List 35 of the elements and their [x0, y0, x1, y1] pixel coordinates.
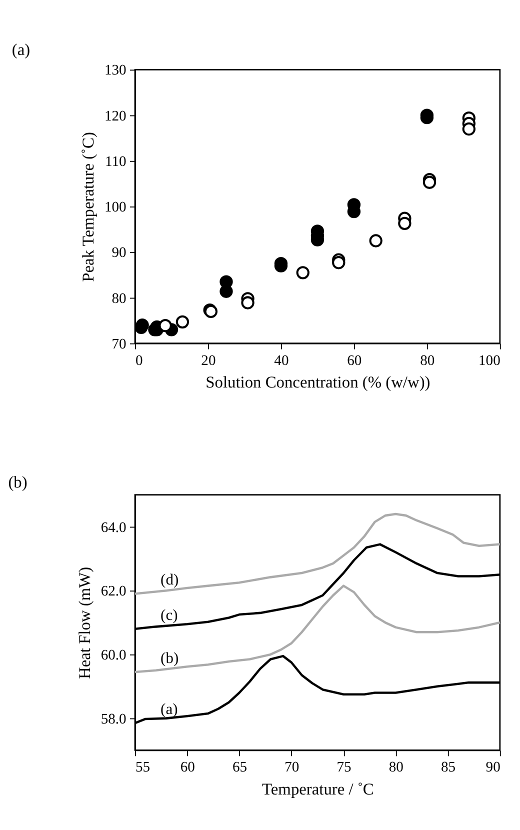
x-axis-title: Temperature / ˚C: [262, 779, 374, 798]
x-axis-title: Solution Concentration (% (w/w)): [206, 372, 430, 392]
x-tick-label: 70: [284, 760, 300, 776]
y-tick-label: 62.0: [100, 584, 126, 600]
chart-title: (b): [8, 472, 28, 492]
x-tick-label: 40: [274, 352, 289, 369]
series-label: (b): [160, 650, 179, 667]
y-tick-label: 70: [112, 336, 126, 352]
y-tick-label: 64.0: [100, 520, 126, 536]
y-tick-label: 130: [104, 62, 126, 79]
x-tick-label: 85: [440, 760, 456, 776]
x-tick-label: 75: [336, 760, 352, 776]
x-tick-label: 90: [486, 760, 500, 776]
series-label: (d): [160, 572, 179, 589]
x-tick-label: 20: [201, 352, 216, 369]
x-tick-label: 65: [232, 760, 248, 776]
y-axis-title: Heat Flow (mW): [74, 566, 94, 680]
y-tick-label: 80: [112, 290, 126, 307]
x-tick-label: 80: [420, 352, 435, 369]
y-tick-label: 100: [104, 200, 126, 216]
y-axis-title: Peak Temperature (˚C): [78, 132, 98, 282]
y-tick-label: 120: [104, 108, 126, 124]
x-tick-label: 60: [347, 352, 362, 369]
x-tick-label: 55: [135, 760, 150, 776]
x-tick-label: 0: [135, 352, 143, 369]
chart-title: (a): [12, 40, 30, 60]
x-tick-label: 100: [478, 352, 500, 369]
x-tick-label: 80: [388, 760, 404, 776]
y-tick-label: 90: [112, 245, 126, 262]
y-tick-label: 60.0: [100, 647, 126, 664]
y-tick-label: 110: [105, 154, 126, 170]
y-tick-label: 58.0: [100, 711, 126, 728]
series-label: (a): [160, 700, 178, 718]
series-label: (c): [160, 606, 178, 624]
x-tick-label: 60: [180, 760, 195, 776]
